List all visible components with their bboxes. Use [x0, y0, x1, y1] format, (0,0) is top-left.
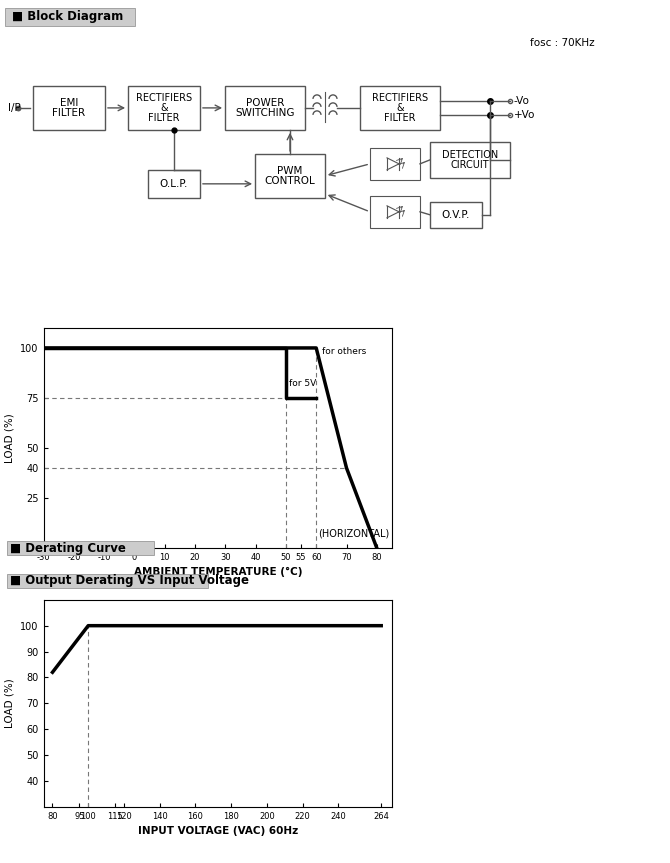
- Text: ■ Output Derating VS Input Voltage: ■ Output Derating VS Input Voltage: [10, 574, 249, 588]
- Text: EMI: EMI: [60, 98, 78, 108]
- X-axis label: AMBIENT TEMPERATURE (°C): AMBIENT TEMPERATURE (°C): [133, 567, 302, 577]
- Y-axis label: LOAD (%): LOAD (%): [5, 413, 15, 463]
- Text: ■ Derating Curve: ■ Derating Curve: [10, 541, 126, 555]
- Y-axis label: LOAD (%): LOAD (%): [5, 678, 15, 728]
- Text: &: &: [160, 103, 168, 113]
- Text: FILTER: FILTER: [385, 113, 416, 123]
- Text: DETECTION: DETECTION: [442, 150, 498, 160]
- Bar: [148, 170, 200, 198]
- Text: FILTER: FILTER: [52, 108, 86, 118]
- Text: O.V.P.: O.V.P.: [442, 210, 470, 220]
- Bar: [370, 196, 420, 228]
- Bar: [33, 86, 105, 130]
- Bar: [225, 86, 305, 130]
- Text: (HORIZONTAL): (HORIZONTAL): [318, 528, 389, 538]
- X-axis label: INPUT VOLTAGE (VAC) 60Hz: INPUT VOLTAGE (VAC) 60Hz: [137, 826, 298, 836]
- Text: RECTIFIERS: RECTIFIERS: [372, 93, 428, 103]
- Bar: [370, 148, 420, 180]
- Text: fosc : 70KHz: fosc : 70KHz: [530, 38, 595, 48]
- FancyBboxPatch shape: [7, 574, 208, 588]
- Text: I/P: I/P: [8, 103, 21, 113]
- Bar: [255, 154, 325, 198]
- Text: FILTER: FILTER: [148, 113, 180, 123]
- Text: POWER: POWER: [246, 98, 284, 108]
- Text: ■ Block Diagram: ■ Block Diagram: [12, 10, 123, 23]
- Bar: [360, 86, 440, 130]
- Bar: [430, 142, 510, 178]
- Text: +Vo: +Vo: [514, 110, 535, 120]
- Text: RECTIFIERS: RECTIFIERS: [136, 93, 192, 103]
- Text: O.L.P.: O.L.P.: [160, 179, 188, 189]
- Text: CONTROL: CONTROL: [265, 176, 316, 186]
- Text: CIRCUIT: CIRCUIT: [451, 160, 489, 170]
- Text: SWITCHING: SWITCHING: [235, 108, 295, 118]
- Bar: [430, 202, 482, 228]
- Bar: [128, 86, 200, 130]
- Text: -Vo: -Vo: [514, 96, 530, 106]
- Text: for 5V: for 5V: [289, 379, 316, 388]
- Text: &: &: [396, 103, 404, 113]
- FancyBboxPatch shape: [5, 8, 135, 26]
- FancyBboxPatch shape: [7, 541, 154, 555]
- Text: for others: for others: [322, 347, 366, 356]
- Text: PWM: PWM: [277, 166, 303, 175]
